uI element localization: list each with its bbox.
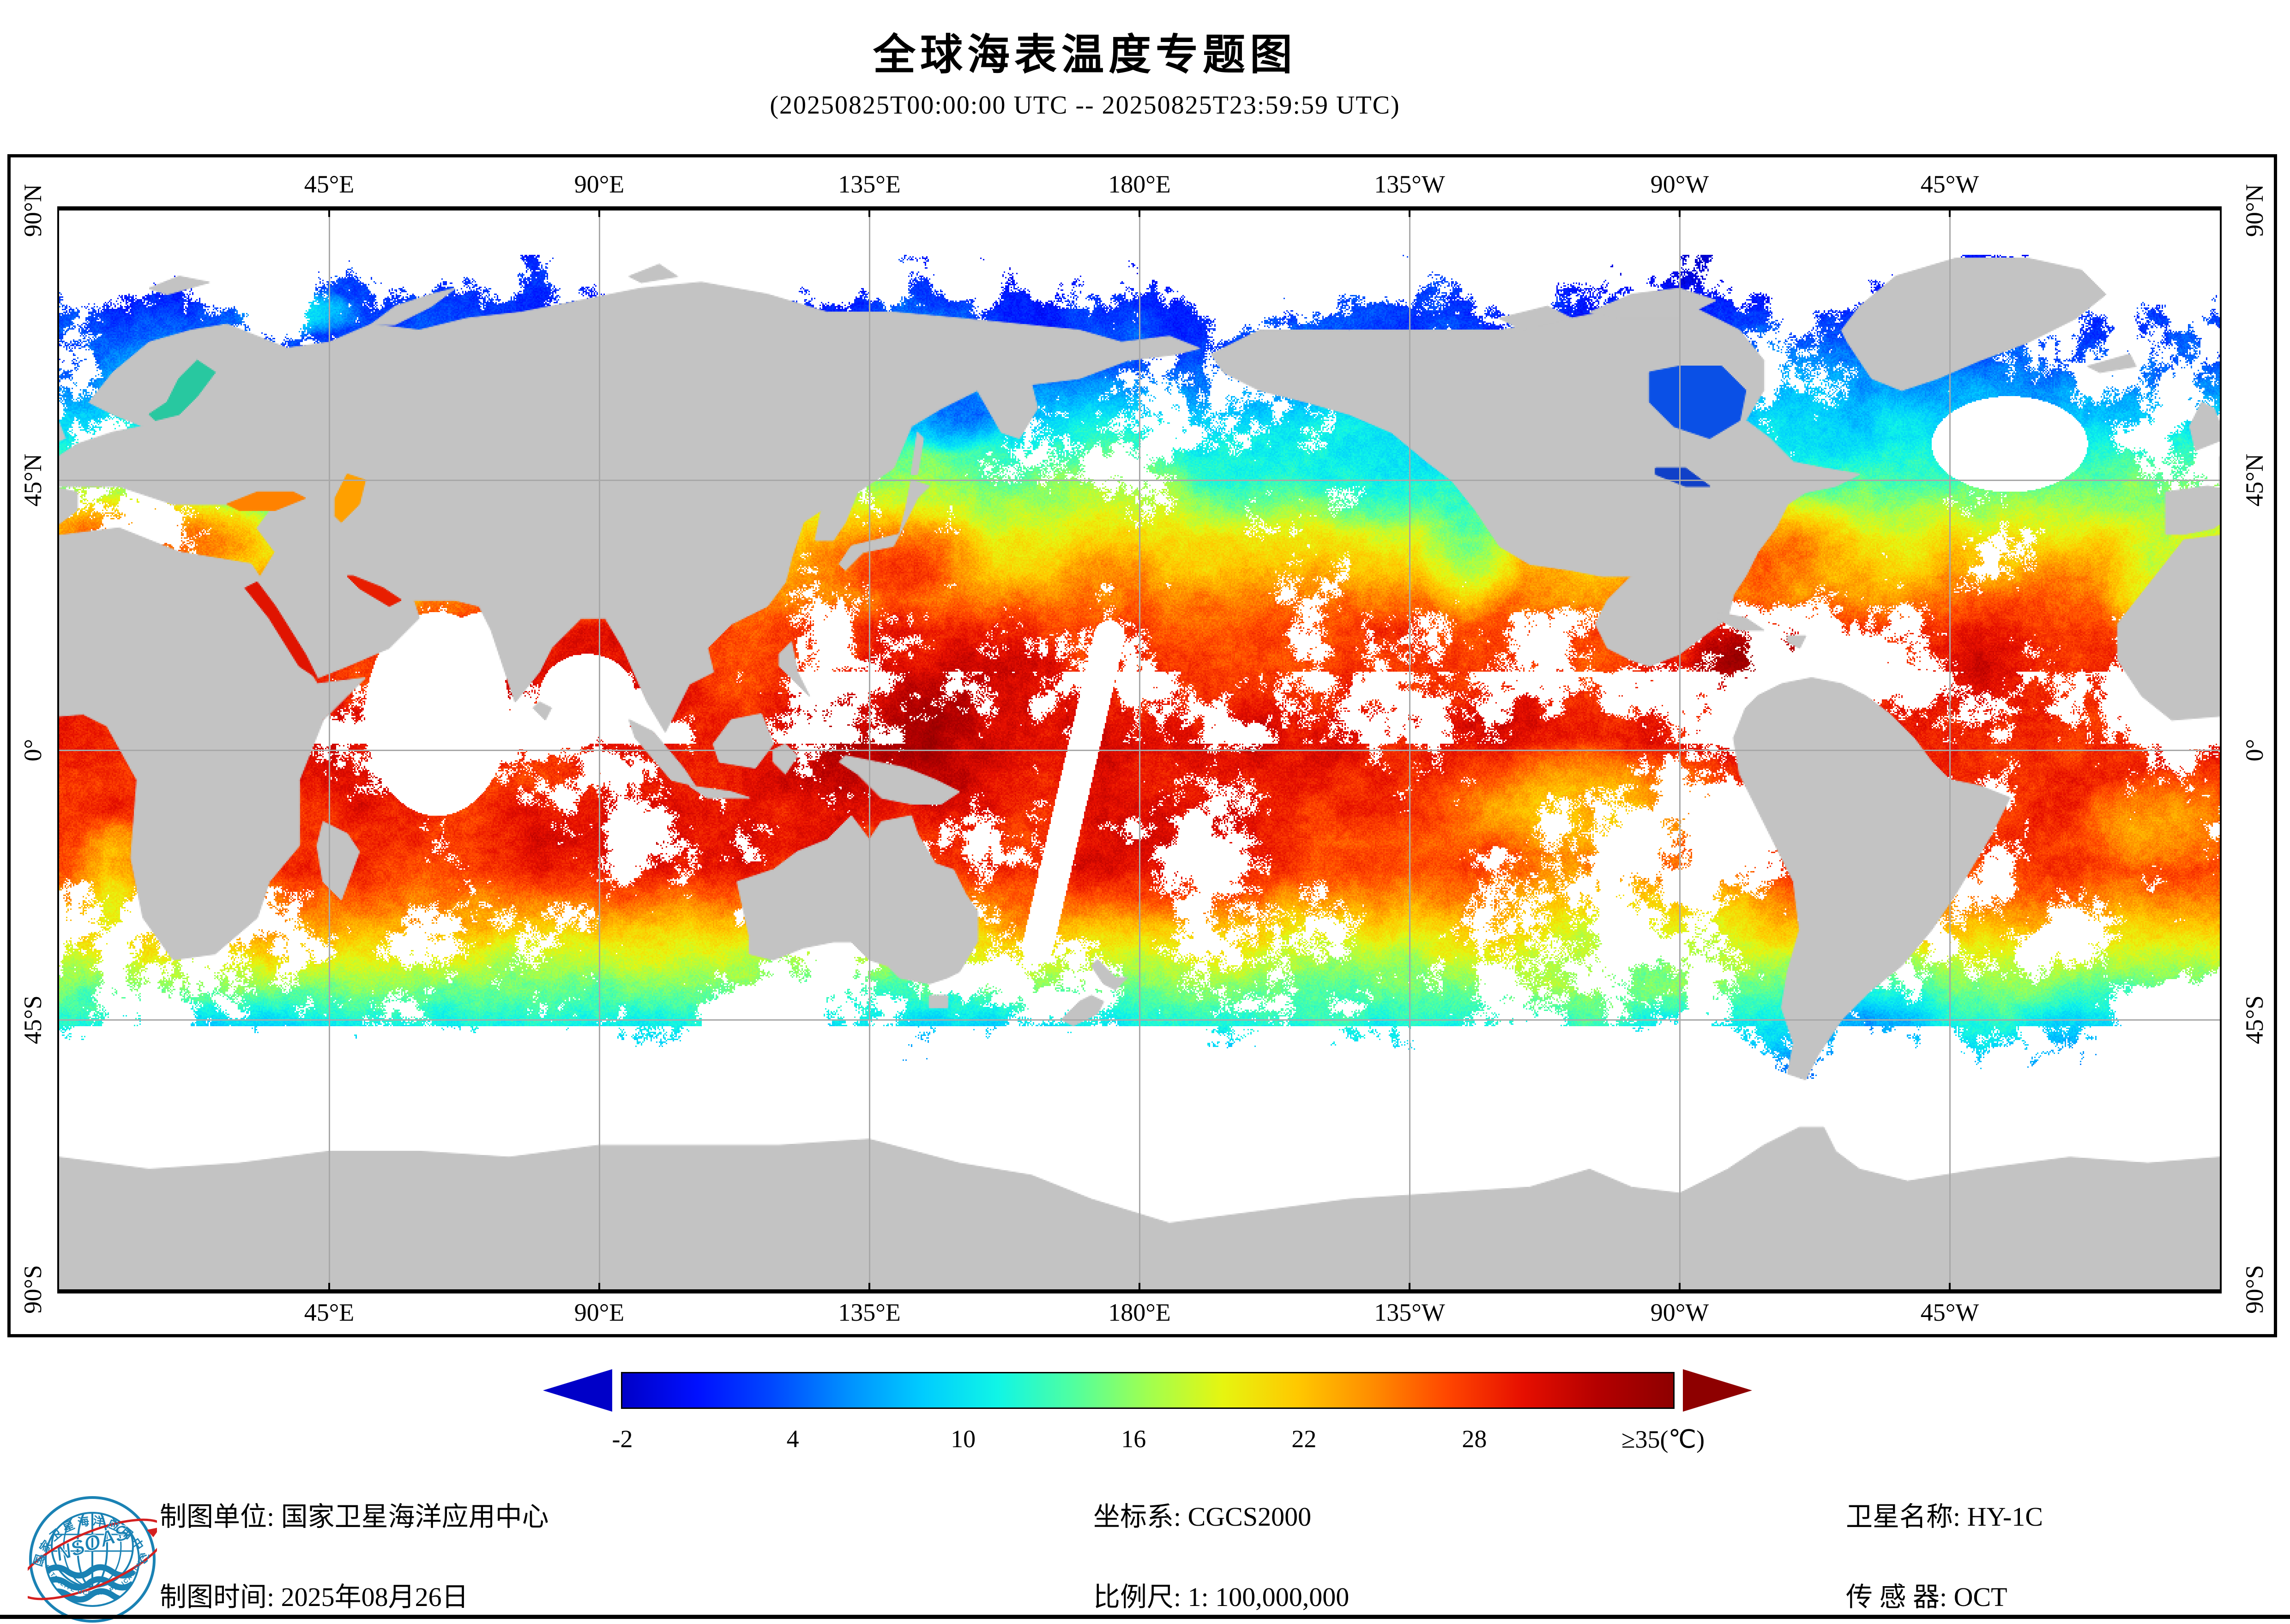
page-title: 全球海表温度专题图 — [873, 31, 1297, 78]
time-range-subtitle: (20250825T00:00:00 UTC -- 20250825T23:59… — [770, 91, 1400, 120]
frame-tick — [328, 1283, 330, 1289]
colorbar-tick-label: 4 — [786, 1425, 799, 1453]
lon-label: 180°E — [1108, 170, 1171, 198]
frame-tick — [1409, 211, 1410, 217]
frame-tick — [1139, 1283, 1140, 1289]
lon-label: 90°E — [574, 170, 625, 198]
lon-label: 90°W — [1650, 1299, 1709, 1326]
graticule-line — [59, 750, 2220, 751]
lat-label: 90°N — [2241, 184, 2268, 237]
frame-tick — [1949, 1283, 1951, 1289]
lat-label: 45°N — [2241, 453, 2268, 507]
graticule-line — [59, 480, 2220, 481]
lon-label: 45°W — [1920, 170, 1979, 198]
colorbar-tick-label: 22 — [1291, 1425, 1317, 1453]
bottom-border — [0, 1615, 2290, 1619]
frame-tick — [1139, 211, 1140, 217]
outer-frame — [7, 154, 2277, 1337]
lat-label: 45°N — [19, 453, 47, 507]
lat-label: 45°S — [2241, 995, 2268, 1044]
frame-tick — [328, 211, 330, 217]
lat-label: 0° — [19, 739, 47, 762]
footer-sensor: 传 感 器: OCT — [1846, 1582, 2007, 1612]
lon-label: 135°E — [838, 1299, 901, 1326]
lon-label: 45°E — [304, 1299, 355, 1326]
colorbar-tick-label: ≥35(℃) — [1621, 1426, 1705, 1453]
lon-label: 45°W — [1920, 1299, 1979, 1326]
footer-date: 制图时间: 2025年08月26日 — [160, 1582, 469, 1612]
colorbar-tick-label: 10 — [951, 1425, 976, 1453]
lat-label: 0° — [2241, 739, 2268, 762]
logo-orbit-arrow-icon — [147, 1528, 157, 1537]
frame-tick — [1409, 1283, 1410, 1289]
footer-satellite: 卫星名称: HY-1C — [1846, 1502, 2043, 1532]
lon-label: 45°E — [304, 170, 355, 198]
lat-label: 90°N — [19, 184, 47, 237]
frame-tick — [1949, 211, 1951, 217]
frame-tick — [1679, 1283, 1681, 1289]
frame-tick — [868, 211, 870, 217]
nsoas-logo: NSOAS 国家卫星海洋应用中心 NATIONAL SATELLITE OCEA… — [28, 1495, 157, 1623]
lat-label: 45°S — [19, 995, 47, 1044]
lon-label: 135°W — [1374, 1299, 1445, 1326]
graticule-line — [59, 1019, 2220, 1021]
colorbar-left-arrow-icon — [543, 1369, 612, 1412]
footer-crs: 坐标系: CGCS2000 — [1093, 1502, 1312, 1532]
lon-label: 135°W — [1374, 170, 1445, 198]
frame-tick — [1679, 211, 1681, 217]
colorbar-tick-label: -2 — [612, 1425, 633, 1453]
lon-label: 180°E — [1108, 1299, 1171, 1326]
frame-tick — [868, 1283, 870, 1289]
frame-tick — [598, 211, 600, 217]
footer-agency: 制图单位: 国家卫星海洋应用中心 — [160, 1502, 549, 1532]
lon-label: 90°E — [574, 1299, 625, 1326]
lat-label: 90°S — [2241, 1265, 2268, 1314]
frame-tick — [598, 1283, 600, 1289]
logo-orbit — [28, 1518, 157, 1600]
lat-label: 90°S — [19, 1265, 47, 1314]
lon-label: 135°E — [838, 170, 901, 198]
lon-label: 90°W — [1650, 170, 1709, 198]
footer-scale: 比例尺: 1: 100,000,000 — [1093, 1582, 1350, 1612]
colorbar-right-arrow-icon — [1683, 1369, 1752, 1412]
colorbar-tick-label: 28 — [1462, 1425, 1487, 1453]
map-frame — [57, 206, 2222, 1293]
colorbar-tick-label: 16 — [1121, 1425, 1146, 1453]
colorbar-gradient-bar — [621, 1372, 1675, 1409]
